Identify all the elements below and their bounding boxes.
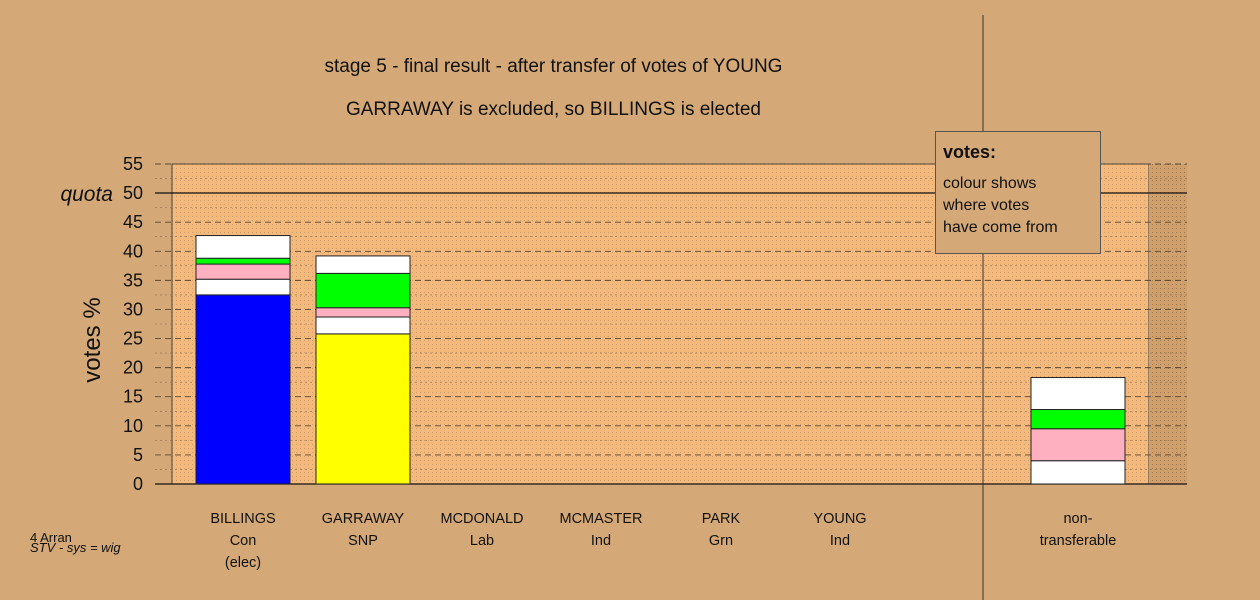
y-tick-label: 20 [123,358,143,378]
candidate-label-line: Lab [469,533,495,549]
candidate-label-line: Ind [829,533,851,549]
candidate-label-line: transferable [1039,533,1117,549]
chart-title: stage 5 - final result - after transfer … [324,56,783,77]
quota-label: quota [60,183,113,206]
bar-segment [195,257,291,265]
footnote-area: 4 Arran [30,530,72,545]
y-tick-label: 15 [123,387,143,407]
bar-segment [315,333,411,485]
bar-segment [315,255,411,274]
legend-box: votes: colour shows where votes have com… [935,131,1101,254]
legend-line: have come from [943,219,1058,236]
candidate-label: PARK Grn [661,508,781,552]
legend-title: votes: [943,142,997,162]
candidate-label-line: MCDONALD [440,511,524,527]
candidate-label-line: YOUNG [813,511,867,527]
candidate-label-line: SNP [348,533,378,549]
y-tick-label: 55 [123,154,143,174]
bar-segment [315,307,411,318]
candidate-label-line: non- [1063,511,1093,527]
bar-segment [315,316,411,335]
candidate-label-line: Grn [708,533,734,549]
candidate-label: MCDONALD Lab [422,508,542,552]
candidate-label: GARRAWAY SNP [303,508,423,552]
y-tick-label: 10 [123,416,143,436]
bar-segment [195,278,291,296]
candidate-label: non-transferable [1018,508,1138,552]
bar-segment [1030,377,1126,411]
y-tick-label: 30 [123,299,143,319]
bar-segment [1030,409,1126,430]
bar-segment [195,235,291,259]
bars [195,235,1126,485]
candidate-label: YOUNG Ind [780,508,900,552]
candidate-label: BILLINGS Con (elec) [183,508,303,574]
candidate-label-line: GARRAWAY [321,511,405,527]
candidate-label-line: BILLINGS [210,511,276,527]
bar-segment [315,272,411,309]
legend-line: colour shows [943,175,1037,192]
y-tick-label: 45 [123,212,143,232]
candidate-label: MCMASTER Ind [541,508,661,552]
y-axis-label: votes % [79,297,106,382]
footnote-system: STV - sys = wig [30,540,121,555]
y-axis-ticks: 0 5 10 15 20 25 30 35 40 45 50 55 [123,154,143,494]
y-tick-label: 5 [133,445,143,465]
candidate-label-line: MCMASTER [559,511,643,527]
y-tick-label: 0 [133,474,143,494]
y-tick-label: 40 [123,241,143,261]
y-tick-label: 35 [123,270,143,290]
candidate-label-line: PARK [701,511,741,527]
y-tick-label: 50 [123,183,143,203]
legend-line: where votes [943,197,1030,214]
y-tick-label: 25 [123,329,143,349]
bar-segment [1030,428,1126,462]
chart-subtitle: GARRAWAY is excluded, so BILLINGS is ele… [345,99,761,120]
candidate-label-line: (elec) [224,555,262,571]
bar-segment [1030,460,1126,485]
candidate-label-line: Con [229,533,257,549]
bar-segment [195,263,291,280]
bar-segment [195,294,291,485]
candidate-label-line: Ind [590,533,612,549]
